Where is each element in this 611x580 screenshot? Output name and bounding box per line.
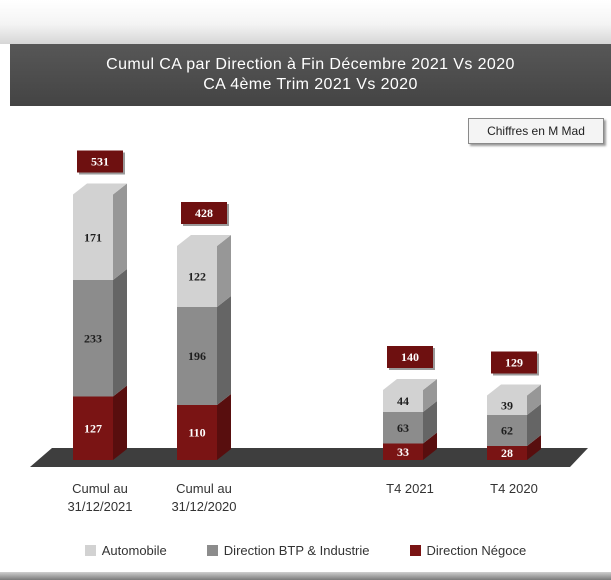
- value-label-btp-2: 63: [397, 421, 409, 435]
- bar-side-automobile-3: [527, 384, 541, 415]
- bar-side-negoce-2: [423, 432, 437, 460]
- bar-top-2: [383, 379, 437, 390]
- bar-negoce-2: [383, 443, 423, 460]
- total-label-0: 531: [91, 155, 109, 169]
- value-label-automobile-1: 122: [188, 270, 206, 284]
- total-box-1: [181, 202, 227, 224]
- legend-item-btp: Direction BTP & Industrie: [206, 542, 370, 558]
- bar-side-negoce-1: [217, 394, 231, 460]
- chart-title-bar: Cumul CA par Direction à Fin Décembre 20…: [10, 44, 611, 106]
- category-label-1-1: 31/12/2020: [171, 499, 236, 514]
- legend-label-negoce: Direction Négoce: [426, 542, 527, 558]
- legend-label-btp: Direction BTP & Industrie: [223, 542, 370, 558]
- bar-btp-0: [73, 280, 113, 397]
- category-label-0-1: 31/12/2021: [67, 499, 132, 514]
- bar-negoce-1: [177, 405, 217, 460]
- legend-label-automobile: Automobile: [101, 542, 167, 558]
- chart-title-line1: Cumul CA par Direction à Fin Décembre 20…: [106, 56, 515, 73]
- category-label-3-0: T4 2020: [490, 481, 538, 496]
- value-label-automobile-2: 44: [397, 394, 409, 408]
- top-shadow: [0, 0, 611, 44]
- value-label-automobile-0: 171: [84, 230, 102, 244]
- bar-automobile-1: [177, 246, 217, 307]
- value-label-negoce-2: 33: [397, 445, 409, 459]
- bar-automobile-2: [383, 390, 423, 412]
- bar-automobile-0: [73, 194, 113, 280]
- chart-floor: [30, 448, 588, 467]
- bar-automobile-3: [487, 395, 527, 415]
- total-label-1: 428: [195, 206, 213, 220]
- category-label-2-0: T4 2021: [386, 481, 434, 496]
- category-label-0-0: Cumul au: [72, 481, 128, 496]
- bar-side-btp-0: [113, 269, 127, 397]
- legend-swatch-btp: [206, 544, 218, 556]
- legend-item-negoce: Direction Négoce: [409, 542, 527, 558]
- unit-label-box: Chiffres en M Mad: [468, 118, 604, 144]
- value-label-negoce-3: 28: [501, 446, 513, 460]
- bar-btp-1: [177, 307, 217, 405]
- legend-swatch-automobile: [84, 544, 96, 556]
- value-label-negoce-1: 110: [188, 426, 205, 440]
- value-label-btp-1: 196: [188, 349, 206, 363]
- category-label-1-0: Cumul au: [176, 481, 232, 496]
- bar-side-automobile-0: [113, 183, 127, 280]
- legend-item-automobile: Automobile: [84, 542, 167, 558]
- bar-negoce-0: [73, 396, 113, 460]
- value-label-automobile-3: 39: [501, 398, 513, 412]
- bar-side-btp-2: [423, 401, 437, 444]
- total-label-2: 140: [401, 350, 419, 364]
- legend-swatch-negoce: [409, 544, 421, 556]
- bar-side-btp-1: [217, 296, 231, 405]
- value-label-btp-0: 233: [84, 331, 102, 345]
- bar-top-3: [487, 384, 541, 396]
- bar-negoce-3: [487, 446, 527, 460]
- bottom-bar: [0, 572, 611, 580]
- chart-legend: Automobile Direction BTP & Industrie Dir…: [0, 539, 611, 561]
- bar-side-btp-3: [527, 404, 541, 446]
- total-box-2: [387, 346, 433, 368]
- bar-btp-3: [487, 415, 527, 446]
- bar-top-0: [73, 183, 127, 195]
- chart-title-line2: CA 4ème Trim 2021 Vs 2020: [203, 76, 418, 93]
- total-box-0: [77, 150, 123, 173]
- bar-side-automobile-1: [217, 235, 231, 307]
- total-box-3: [491, 351, 537, 374]
- total-label-3: 129: [505, 356, 523, 370]
- bar-side-negoce-0: [113, 385, 127, 460]
- value-label-btp-3: 62: [501, 424, 513, 438]
- bar-side-negoce-3: [527, 435, 541, 460]
- bar-btp-2: [383, 412, 423, 444]
- bar-top-1: [177, 235, 231, 246]
- value-label-negoce-0: 127: [84, 421, 102, 435]
